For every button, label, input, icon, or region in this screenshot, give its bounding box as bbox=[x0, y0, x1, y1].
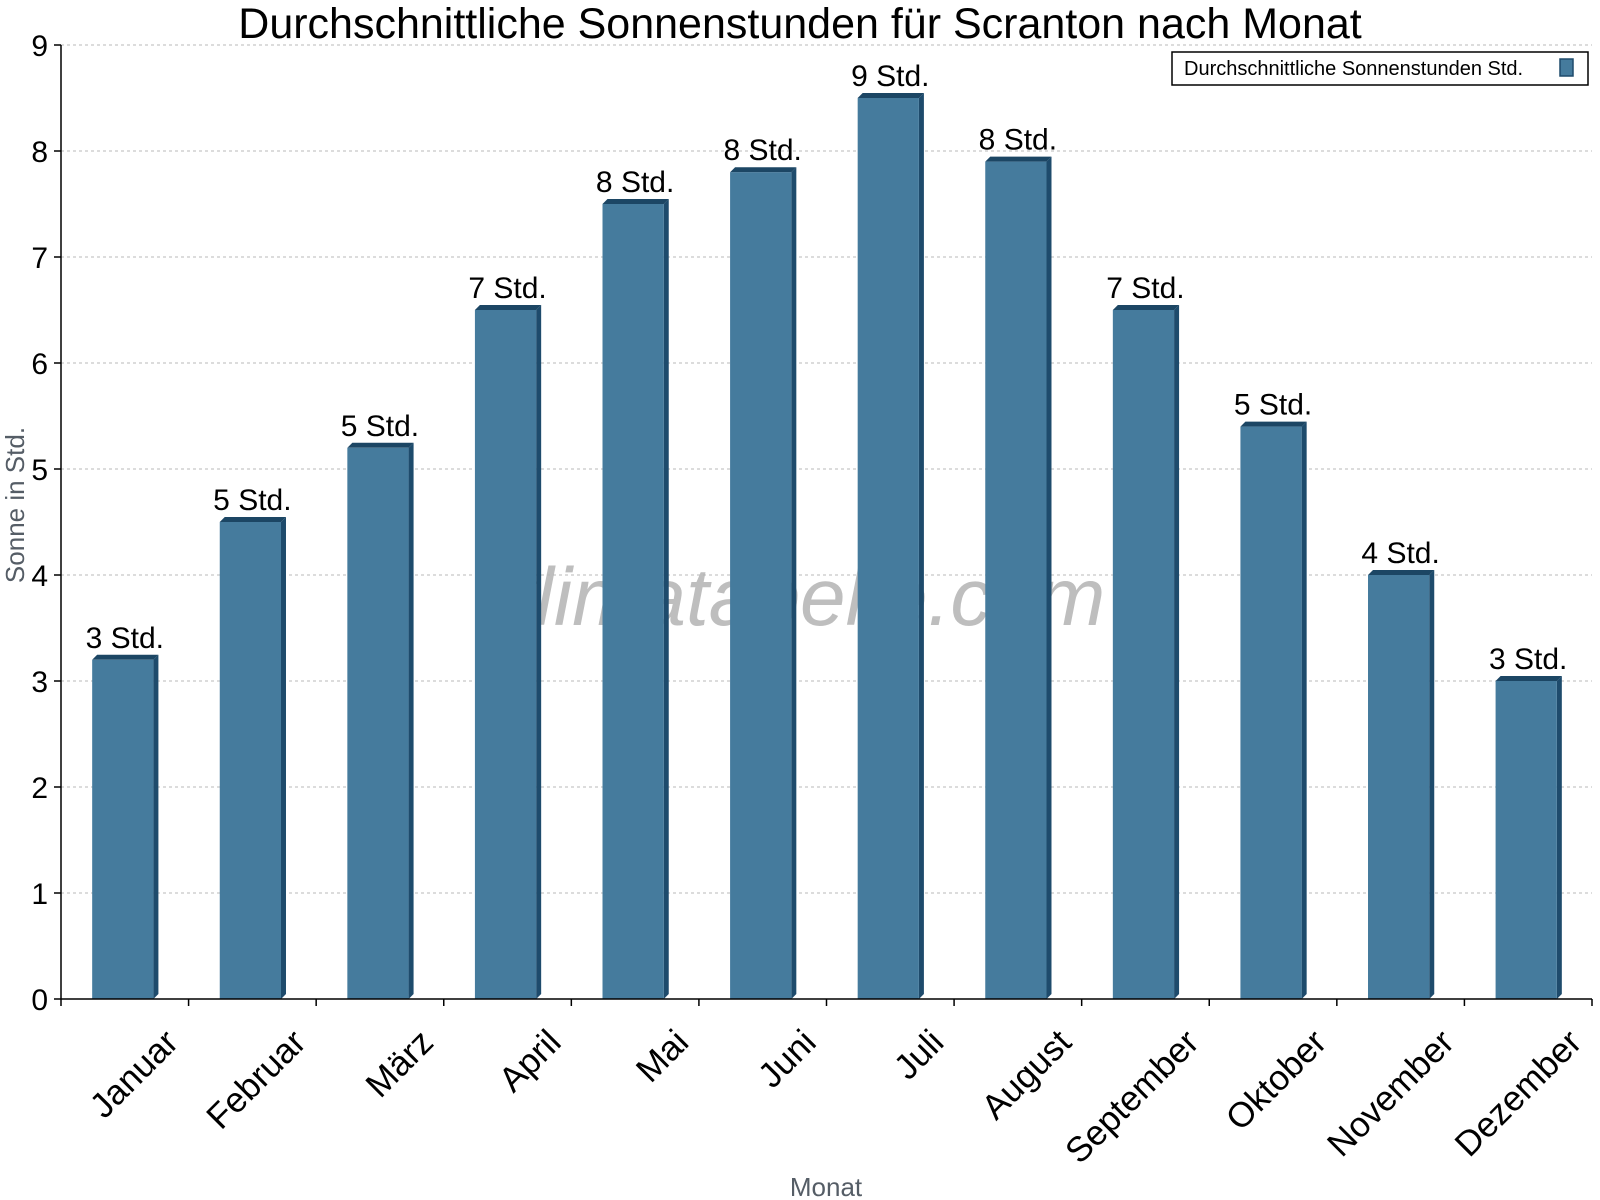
bar-side bbox=[918, 93, 924, 999]
grid-lines bbox=[61, 44, 1592, 894]
bar-side bbox=[1429, 570, 1435, 999]
x-tick-label: Dezember bbox=[1447, 1022, 1589, 1164]
y-tick-label: 6 bbox=[31, 348, 48, 381]
bar-front bbox=[730, 172, 792, 999]
legend-swatch bbox=[1559, 58, 1574, 77]
legend-box bbox=[1171, 51, 1589, 86]
x-tick-label: November bbox=[1320, 1022, 1462, 1164]
y-tick-label: 8 bbox=[31, 136, 48, 169]
y-tick-label: 4 bbox=[31, 560, 48, 593]
chart-title: Durchschnittliche Sonnenstunden für Scra… bbox=[238, 0, 1362, 48]
x-tick-label: März bbox=[358, 1022, 441, 1105]
bar-top bbox=[730, 167, 797, 173]
bar bbox=[1240, 421, 1307, 1000]
y-tick-label: 9 bbox=[31, 30, 48, 63]
bar bbox=[857, 93, 924, 999]
bar-top bbox=[1495, 676, 1562, 681]
data-label: 9 Std. bbox=[851, 60, 929, 93]
data-label: 5 Std. bbox=[1234, 389, 1312, 422]
x-tick-label: August bbox=[974, 1022, 1079, 1127]
bar-front bbox=[1368, 575, 1430, 999]
x-tick-label: April bbox=[491, 1022, 568, 1099]
y-tick-label: 5 bbox=[31, 454, 48, 487]
y-tick-label: 3 bbox=[31, 666, 48, 699]
bar-side bbox=[280, 517, 286, 999]
data-label: 8 Std. bbox=[979, 124, 1057, 157]
data-label: 8 Std. bbox=[596, 166, 674, 199]
y-tick-label: 1 bbox=[31, 878, 48, 911]
bar bbox=[1368, 570, 1435, 999]
bar-side bbox=[791, 167, 797, 999]
bar-top bbox=[602, 199, 669, 204]
bar-front bbox=[985, 161, 1047, 1000]
bar-side bbox=[663, 199, 669, 999]
x-tick-label: Februar bbox=[199, 1022, 313, 1136]
bar-side bbox=[408, 442, 414, 999]
data-label: 7 Std. bbox=[468, 272, 546, 305]
bar-front bbox=[474, 310, 537, 999]
x-tick-label: Juli bbox=[887, 1022, 952, 1087]
y-tick-label: 7 bbox=[31, 242, 48, 275]
bar-side bbox=[536, 305, 542, 999]
bar-top bbox=[474, 305, 542, 310]
bar-front bbox=[602, 204, 664, 999]
data-label: 3 Std. bbox=[1489, 643, 1567, 676]
x-tick-labels: Januar Februar März April Mai Juni Juli AugustS… bbox=[83, 1022, 1590, 1171]
bar bbox=[219, 517, 286, 999]
bar-top bbox=[92, 654, 159, 660]
bar-front bbox=[92, 659, 154, 999]
legend-label: Durchschnittliche Sonnenstunden Std. bbox=[1184, 58, 1523, 80]
data-label: 4 Std. bbox=[1361, 537, 1439, 570]
bar-front bbox=[857, 98, 919, 999]
bars-group: 3 Std. 5 Std. 5 Std. 7 Std. 8 Std. 8 Std. 9 St… bbox=[86, 60, 1567, 1000]
bar-front bbox=[1495, 681, 1557, 999]
data-label: 5 Std. bbox=[213, 484, 291, 517]
data-label: 3 Std. bbox=[86, 622, 164, 655]
x-tick-label: Oktober bbox=[1218, 1022, 1334, 1138]
bar bbox=[985, 156, 1052, 1000]
data-label: 5 Std. bbox=[341, 410, 419, 443]
bar-top bbox=[1112, 305, 1180, 310]
y-tick-label: 0 bbox=[31, 984, 48, 1017]
data-label: 7 Std. bbox=[1106, 272, 1184, 305]
bar-top bbox=[219, 517, 286, 522]
bar-side bbox=[153, 654, 159, 999]
bar-side bbox=[1556, 676, 1562, 999]
x-axis-label: Monat bbox=[790, 1172, 863, 1200]
bar-side bbox=[1301, 421, 1307, 1000]
bar-side bbox=[1174, 305, 1180, 999]
x-tick-label: Januar bbox=[83, 1022, 186, 1125]
bar-front bbox=[1240, 426, 1302, 1000]
x-tick-label: Juni bbox=[751, 1022, 824, 1095]
data-label: 8 Std. bbox=[724, 134, 802, 167]
bar bbox=[474, 305, 542, 999]
bar-top bbox=[1368, 570, 1435, 575]
bar bbox=[602, 199, 669, 999]
bar-top bbox=[1240, 421, 1307, 427]
bar-top bbox=[985, 156, 1052, 162]
bar-side bbox=[1046, 156, 1052, 1000]
y-tick-labels: 0 1 2 3 4 5 6 7 8 9 bbox=[31, 30, 48, 1017]
bar bbox=[92, 654, 159, 999]
x-tick-label: Mai bbox=[629, 1022, 696, 1089]
y-axis-label: Sonne in Std. bbox=[0, 427, 30, 583]
x-tick-label: September bbox=[1058, 1022, 1207, 1171]
bar bbox=[730, 167, 797, 999]
bar-top bbox=[347, 442, 414, 448]
axes bbox=[54, 44, 1593, 1006]
bar bbox=[1495, 676, 1562, 999]
bar bbox=[347, 442, 414, 999]
bar-front bbox=[219, 522, 281, 999]
bar bbox=[1112, 305, 1180, 999]
bar-front bbox=[347, 447, 409, 999]
y-tick-label: 2 bbox=[31, 772, 48, 805]
legend: Durchschnittliche Sonnenstunden Std. bbox=[1171, 51, 1589, 86]
bar-top bbox=[857, 93, 924, 98]
bar-front bbox=[1112, 310, 1175, 999]
